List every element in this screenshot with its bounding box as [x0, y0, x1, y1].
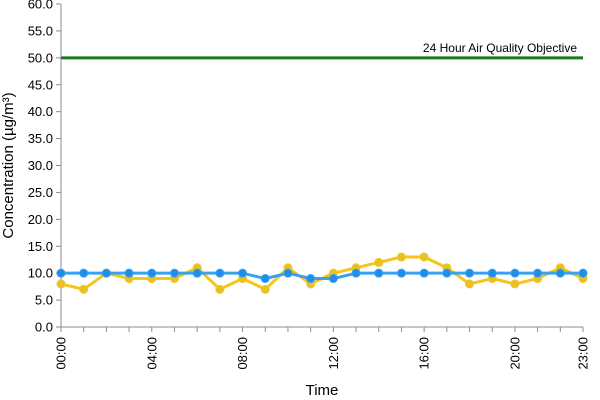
series-2-point [147, 268, 157, 278]
x-axis-ticks: 00:00 04:00 08:00 12:00 16:00 20:00 23:00 [54, 327, 591, 370]
y-tick-label: 30.0 [28, 158, 53, 173]
series-2-point [374, 268, 384, 278]
series-2-point [215, 268, 225, 278]
series-2-point [260, 274, 270, 284]
series-1-point [79, 284, 89, 294]
series-2-point [555, 268, 565, 278]
x-tick-label: 04:00 [144, 337, 159, 370]
series-2-point [487, 268, 497, 278]
x-tick-label: 08:00 [235, 337, 250, 370]
y-tick-label: 50.0 [28, 50, 53, 65]
series-group [56, 252, 588, 294]
series-2-point [442, 268, 452, 278]
series-2-point [578, 268, 588, 278]
air-quality-objective-label: 24 Hour Air Quality Objective [423, 41, 577, 55]
series-1-point [260, 284, 270, 294]
series-1-point [374, 257, 384, 267]
series-2-point [192, 268, 202, 278]
x-axis-title: Time [306, 382, 339, 399]
series-2-point [351, 268, 361, 278]
y-tick-label: 35.0 [28, 131, 53, 146]
reference-line-group: 24 Hour Air Quality Objective [61, 41, 583, 60]
y-tick-label: 10.0 [28, 266, 53, 281]
series-2-point [510, 268, 520, 278]
series-2-point [419, 268, 429, 278]
y-tick-label: 60.0 [28, 0, 53, 12]
series-2-point [283, 268, 293, 278]
series-2-point [169, 268, 179, 278]
y-tick-label: 40.0 [28, 104, 53, 119]
y-tick-label: 15.0 [28, 239, 53, 254]
series-2-point [396, 268, 406, 278]
series-2-point [306, 274, 316, 284]
series-2-point [238, 268, 248, 278]
series-1-point [396, 252, 406, 262]
series-1-point [56, 279, 66, 289]
series-2-point [533, 268, 543, 278]
series-2-point [56, 268, 66, 278]
series-1-point [215, 284, 225, 294]
series-2-point [124, 268, 134, 278]
x-tick-label: 20:00 [507, 337, 522, 370]
series-1-point [465, 279, 475, 289]
y-tick-label: 25.0 [28, 185, 53, 200]
series-1-point [510, 279, 520, 289]
series-1-point [419, 252, 429, 262]
y-axis-ticks: 0.0 5.0 10.0 15.0 20.0 25.0 30.0 35.0 40.0 45.0 50… [28, 0, 61, 335]
y-tick-label: 55.0 [28, 23, 53, 38]
series-2-point [101, 268, 111, 278]
x-tick-label: 16:00 [417, 337, 432, 370]
series-2-point [79, 268, 89, 278]
y-tick-label: 20.0 [28, 212, 53, 227]
x-tick-label: 23:00 [576, 337, 591, 370]
series-2-point [465, 268, 475, 278]
x-tick-label: 12:00 [326, 337, 341, 370]
y-axis-title: Concentration (µg/m³) [0, 92, 17, 238]
y-tick-label: 0.0 [35, 320, 53, 335]
x-tick-label: 00:00 [54, 337, 69, 370]
y-tick-label: 45.0 [28, 77, 53, 92]
y-tick-label: 5.0 [35, 293, 53, 308]
series-2-point [328, 274, 338, 284]
